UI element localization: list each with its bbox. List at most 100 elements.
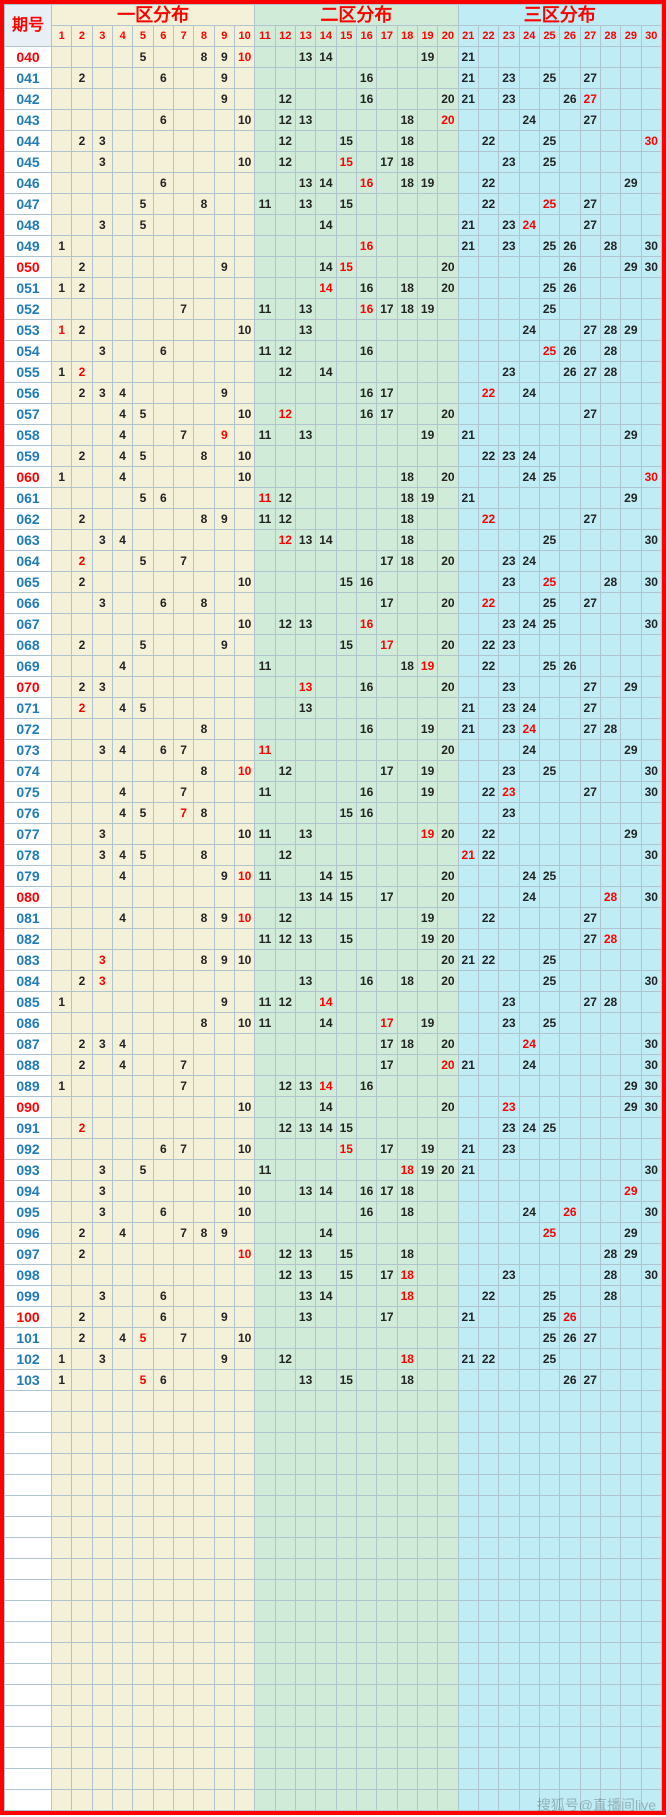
num-cell	[194, 530, 214, 551]
num-cell	[641, 383, 661, 404]
num-cell	[112, 47, 132, 68]
num-cell	[458, 1076, 478, 1097]
num-cell	[580, 530, 600, 551]
num-cell-empty	[600, 1727, 620, 1748]
num-cell-empty	[519, 1769, 539, 1790]
num-cell	[458, 1265, 478, 1286]
num-cell	[417, 68, 437, 89]
num-cell	[52, 782, 72, 803]
col-header-21: 21	[458, 26, 478, 47]
num-cell-empty	[295, 1622, 315, 1643]
num-cell	[621, 236, 641, 257]
num-cell: 11	[255, 1013, 275, 1034]
data-row: 045310121517182325	[5, 152, 662, 173]
num-cell	[92, 1370, 112, 1391]
num-cell-empty	[519, 1517, 539, 1538]
num-cell-empty	[417, 1580, 437, 1601]
num-cell	[539, 47, 559, 68]
num-cell-empty	[438, 1601, 458, 1622]
data-row: 0833891020212225	[5, 950, 662, 971]
issue-cell: 046	[5, 173, 52, 194]
num-cell	[255, 1307, 275, 1328]
num-cell: 21	[458, 236, 478, 257]
num-cell-empty	[478, 1412, 498, 1433]
num-cell-empty	[336, 1454, 356, 1475]
num-cell: 28	[600, 992, 620, 1013]
num-cell	[275, 551, 295, 572]
num-cell	[580, 1181, 600, 1202]
num-cell: 17	[377, 404, 397, 425]
num-cell-empty	[72, 1580, 92, 1601]
num-cell	[377, 173, 397, 194]
num-cell	[295, 761, 315, 782]
num-cell	[641, 950, 661, 971]
num-cell-empty	[52, 1475, 72, 1496]
num-cell	[214, 320, 234, 341]
num-cell	[214, 215, 234, 236]
num-cell	[153, 1013, 173, 1034]
num-cell	[133, 131, 153, 152]
num-cell: 12	[275, 614, 295, 635]
num-cell: 24	[519, 110, 539, 131]
num-cell: 15	[336, 194, 356, 215]
num-cell	[255, 1181, 275, 1202]
num-cell: 21	[458, 488, 478, 509]
num-cell: 26	[560, 1202, 580, 1223]
num-cell-empty	[377, 1412, 397, 1433]
issue-cell: 086	[5, 1013, 52, 1034]
num-cell: 18	[397, 488, 417, 509]
num-cell: 12	[275, 1349, 295, 1370]
num-cell	[214, 719, 234, 740]
num-cell	[356, 824, 376, 845]
num-cell	[133, 866, 153, 887]
num-cell-empty	[295, 1769, 315, 1790]
issue-cell: 041	[5, 68, 52, 89]
num-cell	[275, 866, 295, 887]
num-cell-empty	[641, 1769, 661, 1790]
num-cell-empty	[499, 1580, 519, 1601]
num-cell	[417, 278, 437, 299]
data-row: 06334121314182530	[5, 530, 662, 551]
num-cell	[478, 47, 498, 68]
num-cell	[377, 1223, 397, 1244]
num-cell	[92, 68, 112, 89]
num-cell: 25	[539, 236, 559, 257]
num-cell: 9	[214, 47, 234, 68]
num-cell-empty	[458, 1454, 478, 1475]
issue-cell: 051	[5, 278, 52, 299]
num-cell	[255, 1349, 275, 1370]
num-cell	[153, 971, 173, 992]
num-cell	[417, 1349, 437, 1370]
num-cell	[153, 1034, 173, 1055]
num-cell	[621, 1118, 641, 1139]
num-cell	[255, 614, 275, 635]
num-cell: 4	[112, 1328, 132, 1349]
num-cell-empty	[112, 1538, 132, 1559]
num-cell: 20	[438, 1055, 458, 1076]
num-cell-empty	[72, 1454, 92, 1475]
lottery-distribution-chart: 期号一区分布二区分布三区分布12345678910111213141516171…	[0, 0, 666, 1815]
num-cell	[478, 1118, 498, 1139]
num-cell-empty	[499, 1643, 519, 1664]
num-cell-empty	[112, 1433, 132, 1454]
num-cell	[560, 971, 580, 992]
num-cell: 5	[133, 551, 153, 572]
num-cell	[275, 320, 295, 341]
num-cell	[621, 152, 641, 173]
num-cell	[194, 614, 214, 635]
num-cell	[153, 299, 173, 320]
num-cell-empty	[519, 1454, 539, 1475]
num-cell	[621, 1265, 641, 1286]
num-cell	[255, 1328, 275, 1349]
issue-cell-empty	[5, 1769, 52, 1790]
num-cell	[173, 278, 193, 299]
num-cell	[397, 1328, 417, 1349]
num-cell	[214, 551, 234, 572]
num-cell	[519, 236, 539, 257]
num-cell	[478, 467, 498, 488]
num-cell	[478, 992, 498, 1013]
num-cell: 2	[72, 971, 92, 992]
num-cell: 2	[72, 383, 92, 404]
num-cell: 8	[194, 719, 214, 740]
num-cell-empty	[397, 1685, 417, 1706]
